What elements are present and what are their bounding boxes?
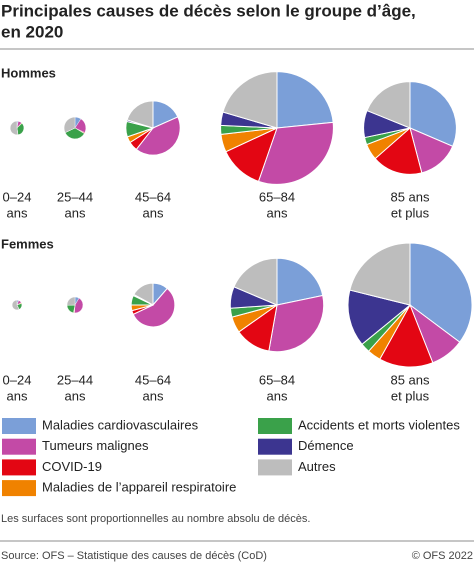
pie-slice xyxy=(276,71,334,129)
pie-slice xyxy=(233,257,278,306)
pie-slice xyxy=(268,294,325,353)
pie-slice xyxy=(374,127,423,175)
pie-slice xyxy=(11,299,20,311)
legend-label: Autres xyxy=(298,459,336,474)
pie-label: 65–84 xyxy=(259,189,295,204)
pie-label: 45–64 xyxy=(135,189,171,204)
pie-label: ans xyxy=(143,388,164,403)
copyright: © OFS 2022 xyxy=(412,550,473,562)
pie-slice xyxy=(257,121,334,185)
pie-label: ans xyxy=(267,205,288,220)
legend-swatch xyxy=(2,418,36,434)
pie-label: 0–24 xyxy=(3,189,32,204)
legend-label: COVID-19 xyxy=(42,459,102,474)
pie-slice xyxy=(409,242,473,343)
legend-label: Accidents et morts violentes xyxy=(298,417,460,432)
pie-label: 25–44 xyxy=(57,372,93,387)
pie-label: 65–84 xyxy=(259,372,295,387)
pie-label: 25–44 xyxy=(57,189,93,204)
group-label: Hommes xyxy=(1,65,56,80)
legend-label: Maladies cardiovasculaires xyxy=(42,417,199,432)
legend-swatch xyxy=(258,459,292,476)
pie-label: ans xyxy=(7,388,28,403)
legend-swatch xyxy=(2,480,36,497)
pie-slice xyxy=(379,303,434,368)
pie-slice xyxy=(74,297,84,314)
pie-label: et plus xyxy=(391,205,430,220)
pie-slice xyxy=(132,287,176,328)
pie-label: ans xyxy=(143,205,164,220)
pie-label: ans xyxy=(65,388,86,403)
pie-slice xyxy=(64,127,85,140)
legend-label: Tumeurs malignes xyxy=(42,438,149,453)
pie-slice xyxy=(366,81,411,129)
pie-slice xyxy=(133,282,154,306)
pie-label: ans xyxy=(7,205,28,220)
legend-swatch xyxy=(2,438,36,455)
legend-swatch xyxy=(258,438,292,455)
pie-label: ans xyxy=(65,205,86,220)
pie-slice xyxy=(409,81,457,147)
pie-slice xyxy=(126,100,154,129)
legend-label: Maladies de l’appareil respiratoire xyxy=(42,480,236,495)
pie-label: 85 ans xyxy=(390,372,430,387)
legend-swatch xyxy=(258,418,292,434)
pie-slice xyxy=(66,296,76,306)
pie-label: 45–64 xyxy=(135,372,171,387)
pie-slice xyxy=(347,289,412,345)
note: Les surfaces sont proportionnelles au no… xyxy=(1,513,310,525)
group-label: Femmes xyxy=(1,236,54,251)
source: Source: OFS – Statistique des causes de … xyxy=(1,550,267,562)
pie-slice xyxy=(222,71,278,129)
pie-label: 85 ans xyxy=(390,189,430,204)
chart-title: Principales causes de décès selon le gro… xyxy=(1,1,416,20)
legend-swatch xyxy=(2,459,36,476)
pie-label: et plus xyxy=(391,388,430,403)
pie-label: ans xyxy=(267,388,288,403)
pie-slice xyxy=(276,257,324,306)
pie-slice xyxy=(66,304,76,314)
legend-label: Démence xyxy=(298,438,354,453)
pie-slice xyxy=(10,120,19,135)
pie-label: 0–24 xyxy=(3,372,32,387)
pie-slice xyxy=(63,116,76,133)
chart-title: en 2020 xyxy=(1,22,63,41)
pie-slice xyxy=(349,242,411,306)
pie-slice xyxy=(135,116,181,156)
